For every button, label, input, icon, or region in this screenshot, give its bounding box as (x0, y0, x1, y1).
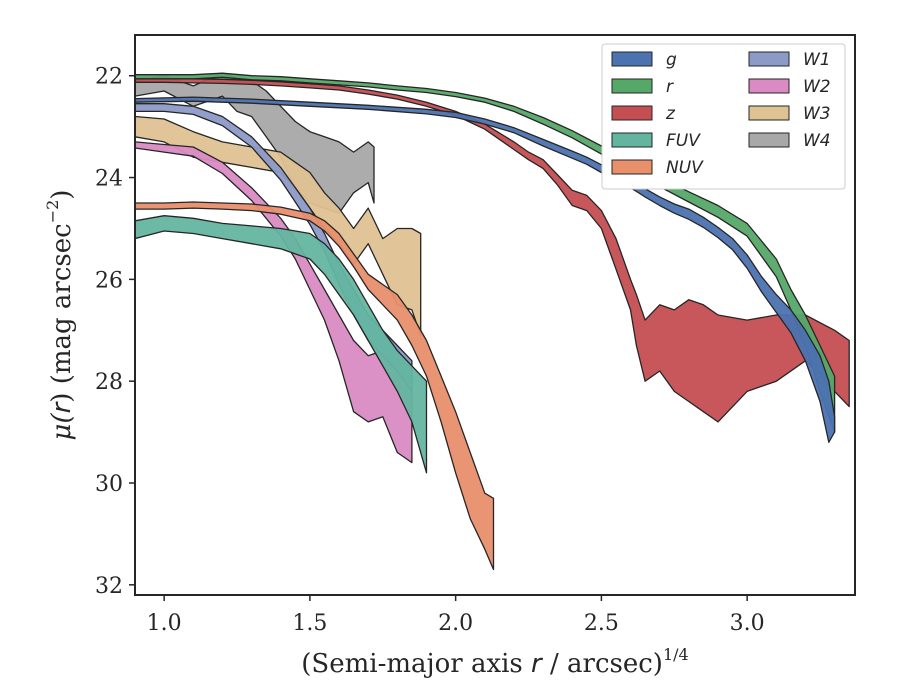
legend-swatch-r (611, 78, 653, 94)
y-tick-label: 24 (95, 167, 123, 192)
x-axis-title-prefix: (Semi-major axis (301, 649, 531, 679)
legend-swatch-nuv (611, 159, 653, 175)
plot-frame (134, 34, 856, 596)
band-g (135, 96, 836, 443)
x-axis-title-sup: 1/4 (663, 645, 689, 664)
legend-swatch-w1 (748, 51, 790, 67)
legend-label-g: g (666, 50, 677, 70)
y-axis-title: μ(r) (mag arcsec−2) (43, 190, 77, 441)
legend-swatch-w3 (748, 105, 790, 121)
legend-swatch-w4 (748, 132, 790, 148)
legend-swatch-w2 (748, 78, 790, 94)
legend-label-w4: W4 (803, 131, 831, 151)
x-tick-label: 2.5 (584, 611, 619, 636)
band-fuv (135, 215, 428, 474)
y-axis-title-var: r (47, 400, 77, 413)
y-tick-label: 32 (95, 574, 123, 599)
y-tick-label: 26 (95, 268, 123, 293)
x-axis-title: (Semi-major axis r / arcsec)1/4 (301, 645, 688, 679)
x-axis-ticks: 1.0 1.5 2.0 2.5 3.0 (147, 595, 765, 636)
x-tick-label: 2.0 (438, 611, 473, 636)
y-axis-title-sup: −2 (43, 200, 62, 224)
y-tick-label: 30 (95, 472, 123, 497)
x-axis-title-suffix: / arcsec) (542, 649, 663, 679)
legend-label-r: r (666, 77, 674, 97)
x-tick-label: 1.0 (147, 611, 182, 636)
legend-label-fuv: FUV (666, 131, 701, 151)
y-axis-ticks: 22 24 26 28 30 32 (95, 65, 135, 599)
band-w2 (135, 141, 413, 464)
y-axis-title-rest: ) (mag arcsec (47, 223, 77, 402)
legend: grz FUV NUV W1 W2 W3 W4 (601, 43, 846, 190)
legend-swatch-fuv (611, 132, 653, 148)
legend-label-w2: W2 (803, 77, 831, 97)
series-bands (135, 72, 850, 571)
legend-label-z: z (665, 104, 676, 124)
x-axis-title-var: r (531, 649, 544, 679)
y-axis-title-mu: μ( (47, 413, 77, 441)
y-axis-title-close: ) (47, 190, 77, 200)
x-tick-label: 3.0 (730, 611, 765, 636)
y-tick-label: 28 (95, 370, 123, 395)
y-tick-label: 22 (95, 65, 123, 90)
legend-label-w3: W3 (803, 104, 831, 124)
legend-label-w1: W1 (803, 50, 831, 70)
legend-swatch-g (611, 51, 653, 67)
band-nuv (135, 201, 495, 571)
legend-swatch-z (611, 105, 653, 121)
legend-label-nuv: NUV (666, 158, 704, 178)
x-tick-label: 1.5 (292, 611, 327, 636)
